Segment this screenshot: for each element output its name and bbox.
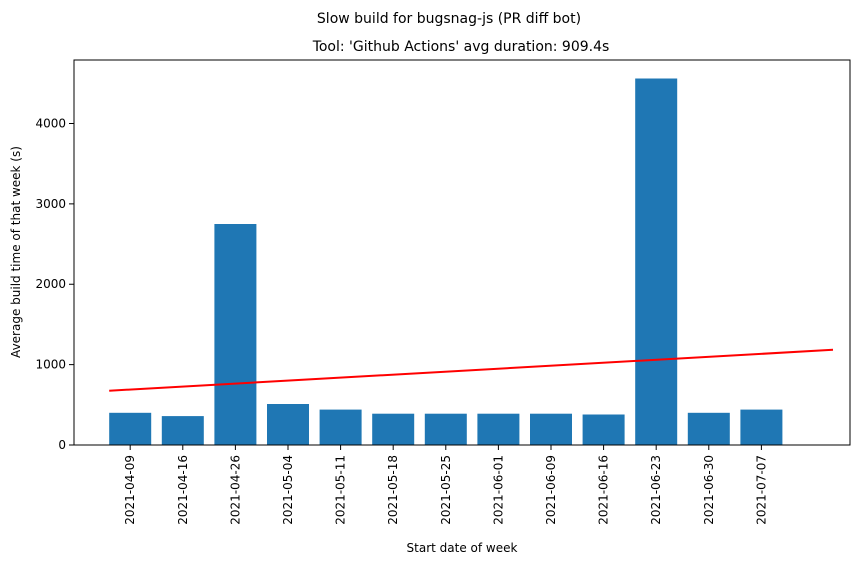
bar-2021-06-30 [687, 412, 730, 445]
x-tick-label: 2021-04-16 [176, 455, 190, 525]
bars-group [109, 78, 783, 445]
bar-2021-06-23 [635, 78, 678, 445]
bar-2021-07-07 [740, 409, 783, 445]
y-axis: 0 1000 2000 3000 4000 [35, 116, 74, 452]
bar-2021-05-18 [372, 413, 415, 445]
bar-2021-06-09 [530, 413, 572, 445]
x-tick-label: 2021-06-01 [491, 455, 505, 525]
chart-title: Tool: 'Github Actions' avg duration: 909… [312, 39, 610, 55]
x-tick-label: 2021-06-09 [544, 455, 558, 525]
bar-2021-05-04 [267, 404, 309, 445]
x-tick-label: 2021-06-23 [649, 455, 663, 525]
x-tick-label: 2021-06-30 [702, 455, 716, 525]
trend-line [109, 348, 834, 392]
y-tick-label: 3000 [35, 197, 66, 211]
x-tick-label: 2021-05-18 [386, 455, 400, 525]
plot-frame [73, 59, 851, 446]
bar-2021-05-25 [424, 413, 467, 445]
x-tick-label: 2021-05-04 [281, 455, 295, 525]
bar-2021-04-16 [161, 416, 204, 445]
bar-2021-05-11 [319, 409, 362, 445]
y-tick-label: 2000 [35, 277, 66, 291]
bar-2021-06-01 [477, 413, 520, 445]
y-tick-label: 4000 [35, 116, 66, 130]
bar-2021-04-26 [214, 224, 257, 445]
x-tick-label: 2021-05-25 [439, 455, 453, 525]
y-tick-label: 1000 [35, 358, 66, 372]
bar-2021-06-16 [582, 414, 625, 445]
bar-2021-04-09 [109, 412, 152, 445]
y-tick-label: 0 [58, 438, 66, 452]
y-axis-label: Average build time of that week (s) [9, 146, 23, 358]
x-axis: 2021-04-09 2021-04-16 2021-04-26 2021-05-04… [123, 445, 768, 525]
x-tick-label: 2021-07-07 [754, 455, 768, 525]
x-axis-label: Start date of week [407, 541, 518, 555]
chart-suptitle: Slow build for bugsnag-js (PR diff bot) [317, 11, 581, 27]
x-tick-label: 2021-04-09 [123, 455, 137, 525]
x-tick-label: 2021-04-26 [228, 455, 242, 525]
x-tick-label: 2021-05-11 [334, 455, 348, 525]
x-tick-label: 2021-06-16 [597, 455, 611, 525]
